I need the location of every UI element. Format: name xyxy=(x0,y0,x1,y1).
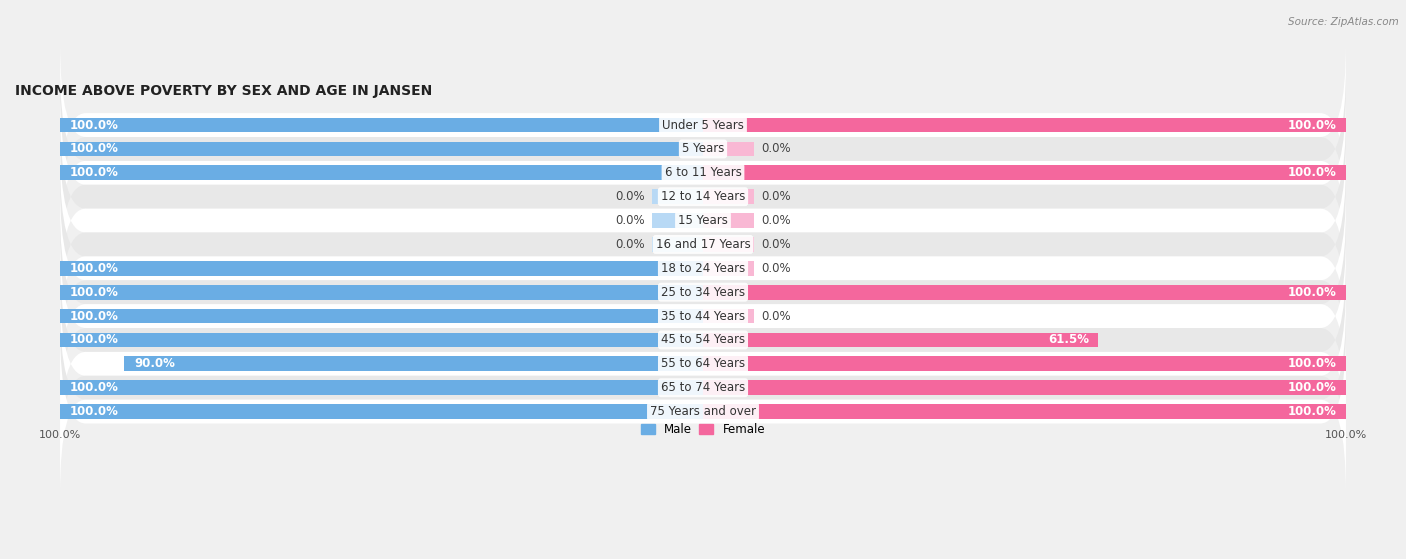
Text: 90.0%: 90.0% xyxy=(134,357,174,370)
Bar xyxy=(651,237,703,252)
FancyBboxPatch shape xyxy=(60,304,1346,471)
Text: 6 to 11 Years: 6 to 11 Years xyxy=(665,167,741,179)
Text: 100.0%: 100.0% xyxy=(70,381,118,394)
Text: 100.0%: 100.0% xyxy=(1288,381,1336,394)
FancyBboxPatch shape xyxy=(60,113,1346,280)
Text: 100.0%: 100.0% xyxy=(70,262,118,275)
Bar xyxy=(60,117,703,132)
Text: 55 to 64 Years: 55 to 64 Years xyxy=(661,357,745,370)
Text: 100.0%: 100.0% xyxy=(70,119,118,131)
Text: Source: ZipAtlas.com: Source: ZipAtlas.com xyxy=(1288,17,1399,27)
Text: 100.0%: 100.0% xyxy=(1288,357,1336,370)
Text: 100.0%: 100.0% xyxy=(1288,405,1336,418)
Bar xyxy=(703,404,1346,419)
Text: 15 Years: 15 Years xyxy=(678,214,728,227)
FancyBboxPatch shape xyxy=(60,257,1346,424)
Bar xyxy=(703,333,1098,347)
Text: 0.0%: 0.0% xyxy=(616,214,645,227)
Text: 100.0%: 100.0% xyxy=(70,286,118,299)
Text: 0.0%: 0.0% xyxy=(761,310,790,323)
FancyBboxPatch shape xyxy=(60,280,1346,447)
Bar xyxy=(703,309,755,324)
Bar xyxy=(124,357,703,371)
Bar xyxy=(60,333,703,347)
Bar xyxy=(703,165,1346,180)
Bar xyxy=(60,285,703,300)
Text: Under 5 Years: Under 5 Years xyxy=(662,119,744,131)
FancyBboxPatch shape xyxy=(60,233,1346,400)
Bar xyxy=(60,404,703,419)
Bar xyxy=(703,357,1346,371)
Text: 0.0%: 0.0% xyxy=(616,238,645,251)
Bar xyxy=(651,190,703,204)
Text: 16 and 17 Years: 16 and 17 Years xyxy=(655,238,751,251)
Text: 100.0%: 100.0% xyxy=(70,405,118,418)
Bar xyxy=(703,213,755,228)
Bar xyxy=(703,237,755,252)
Text: 100.0%: 100.0% xyxy=(1288,119,1336,131)
Text: 65 to 74 Years: 65 to 74 Years xyxy=(661,381,745,394)
FancyBboxPatch shape xyxy=(60,161,1346,328)
Bar xyxy=(60,141,703,157)
Bar xyxy=(703,117,1346,132)
Text: 12 to 14 Years: 12 to 14 Years xyxy=(661,190,745,203)
Text: 100.0%: 100.0% xyxy=(1288,167,1336,179)
Text: 100.0%: 100.0% xyxy=(1288,286,1336,299)
Legend: Male, Female: Male, Female xyxy=(636,418,770,440)
FancyBboxPatch shape xyxy=(60,65,1346,233)
Text: 100.0%: 100.0% xyxy=(70,143,118,155)
FancyBboxPatch shape xyxy=(60,137,1346,304)
Text: 100.0%: 100.0% xyxy=(70,334,118,347)
Bar xyxy=(703,190,755,204)
Text: 35 to 44 Years: 35 to 44 Years xyxy=(661,310,745,323)
Text: INCOME ABOVE POVERTY BY SEX AND AGE IN JANSEN: INCOME ABOVE POVERTY BY SEX AND AGE IN J… xyxy=(15,84,432,98)
Bar xyxy=(60,165,703,180)
Bar xyxy=(703,380,1346,395)
Bar xyxy=(60,380,703,395)
FancyBboxPatch shape xyxy=(60,41,1346,209)
FancyBboxPatch shape xyxy=(60,89,1346,257)
Text: 100.0%: 100.0% xyxy=(70,310,118,323)
Text: 0.0%: 0.0% xyxy=(761,214,790,227)
Bar xyxy=(60,309,703,324)
FancyBboxPatch shape xyxy=(60,328,1346,495)
FancyBboxPatch shape xyxy=(60,185,1346,352)
Bar xyxy=(703,261,755,276)
Bar xyxy=(60,261,703,276)
Bar xyxy=(703,141,755,157)
Text: 0.0%: 0.0% xyxy=(616,190,645,203)
Text: 100.0%: 100.0% xyxy=(70,167,118,179)
Text: 5 Years: 5 Years xyxy=(682,143,724,155)
Text: 18 to 24 Years: 18 to 24 Years xyxy=(661,262,745,275)
Text: 0.0%: 0.0% xyxy=(761,190,790,203)
FancyBboxPatch shape xyxy=(60,209,1346,376)
Text: 0.0%: 0.0% xyxy=(761,262,790,275)
Text: 0.0%: 0.0% xyxy=(761,238,790,251)
Text: 61.5%: 61.5% xyxy=(1047,334,1088,347)
Bar xyxy=(703,285,1346,300)
Text: 45 to 54 Years: 45 to 54 Years xyxy=(661,334,745,347)
Text: 25 to 34 Years: 25 to 34 Years xyxy=(661,286,745,299)
Text: 0.0%: 0.0% xyxy=(761,143,790,155)
Text: 75 Years and over: 75 Years and over xyxy=(650,405,756,418)
Bar xyxy=(651,213,703,228)
